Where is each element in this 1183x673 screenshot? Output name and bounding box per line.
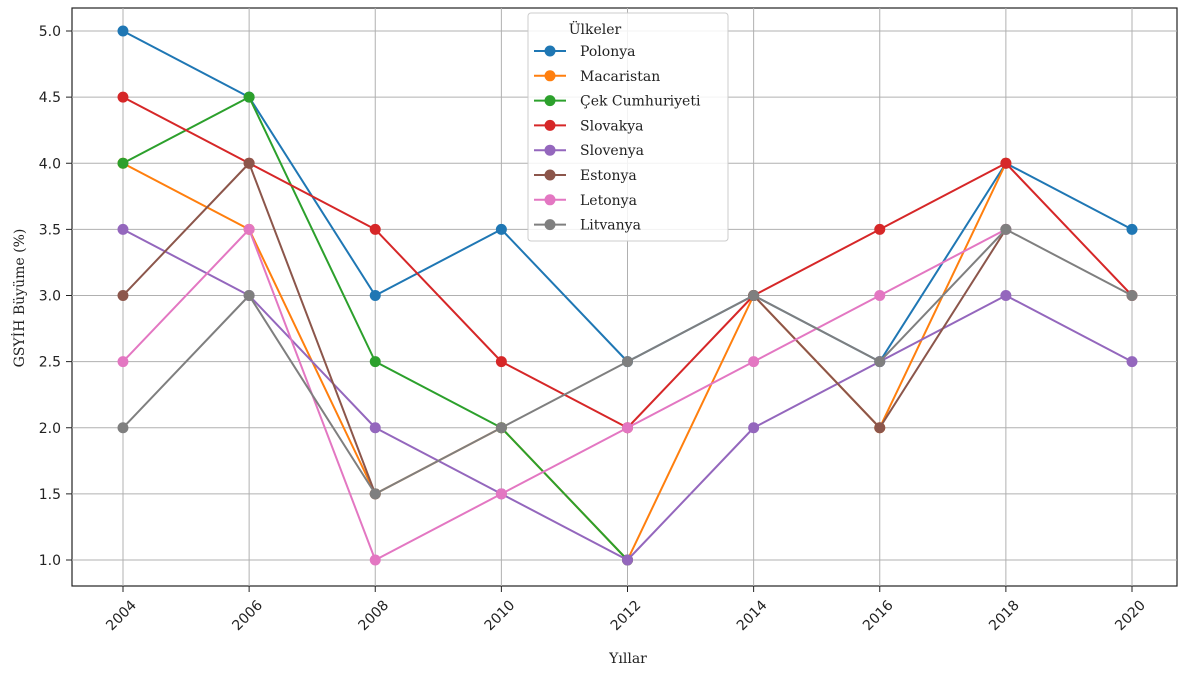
data-point	[1000, 290, 1012, 301]
y-tick-label: 1.5	[39, 487, 61, 503]
data-point	[1126, 356, 1138, 368]
x-tick-label: 2016	[860, 597, 897, 634]
data-point	[369, 554, 381, 566]
legend-label: Slovakya	[580, 118, 644, 134]
legend: Ülkeler Polonya Macaristan Çek Cumhuriyeti…	[527, 12, 729, 242]
data-point	[117, 422, 129, 434]
x-axis-ticks: 2004 2006 2008 2010 2012 2014 2016 2018 2020	[103, 586, 1149, 634]
data-point	[243, 157, 255, 169]
legend-marker	[544, 144, 556, 156]
y-tick-label: 2.0	[39, 421, 61, 437]
legend-marker	[544, 194, 556, 206]
y-axis-title: GSYİH Büyüme (%)	[10, 229, 28, 368]
legend-marker	[544, 95, 556, 107]
data-point	[748, 422, 760, 434]
x-tick-label: 2020	[1112, 598, 1149, 635]
data-point	[748, 356, 760, 368]
data-point	[874, 290, 886, 301]
data-point	[874, 223, 886, 235]
x-tick-label: 2008	[356, 598, 393, 635]
y-tick-label: 3.5	[39, 222, 61, 238]
data-point	[874, 356, 886, 368]
y-tick-label: 3.0	[39, 289, 61, 305]
legend-label: Çek Cumhuriyeti	[580, 94, 701, 110]
data-point	[117, 356, 129, 368]
y-tick-label: 1.0	[39, 553, 61, 569]
data-point	[117, 91, 129, 103]
x-tick-label: 2014	[734, 597, 771, 634]
legend-marker	[544, 219, 556, 231]
data-point	[1126, 290, 1138, 301]
data-point	[1000, 223, 1012, 235]
legend-label: Letonya	[580, 193, 637, 209]
y-tick-label: 2.5	[39, 355, 61, 371]
data-point	[117, 25, 129, 37]
y-tick-label: 4.0	[39, 156, 61, 172]
series-group	[117, 25, 1138, 566]
data-point	[369, 290, 381, 301]
series-7	[117, 223, 1138, 500]
data-point	[369, 422, 381, 434]
y-tick-label: 4.5	[39, 90, 61, 106]
legend-label: Polonya	[580, 44, 635, 60]
data-point	[622, 554, 633, 566]
data-point	[622, 422, 633, 434]
data-point	[369, 488, 381, 500]
data-point	[1126, 223, 1138, 235]
legend-label: Litvanya	[580, 218, 641, 234]
data-point	[117, 290, 129, 301]
data-point	[117, 157, 129, 169]
data-point	[117, 223, 129, 235]
data-point	[495, 356, 507, 368]
legend-box	[527, 12, 729, 242]
legend-title: Ülkeler	[569, 20, 622, 38]
data-point	[369, 223, 381, 235]
data-point	[243, 223, 255, 235]
legend-items: Polonya Macaristan Çek Cumhuriyeti Slovakya…	[534, 44, 701, 234]
data-point	[369, 356, 381, 368]
x-tick-label: 2004	[103, 597, 140, 634]
data-point	[243, 91, 255, 103]
data-point	[874, 422, 886, 434]
data-point	[243, 290, 255, 301]
legend-label: Slovenya	[580, 143, 644, 159]
legend-marker	[544, 169, 556, 181]
legend-marker	[544, 45, 556, 57]
x-tick-label: 2018	[986, 598, 1023, 635]
legend-label: Estonya	[580, 168, 637, 184]
y-axis-ticks: 1.0 1.5 2.0 2.5 3.0 3.5 4.0 4.5 5.0	[39, 24, 72, 569]
x-axis-title: Yıllar	[608, 651, 647, 667]
legend-marker	[544, 70, 556, 82]
data-point	[748, 290, 760, 301]
legend-marker	[544, 119, 556, 131]
series-line	[122, 228, 1007, 561]
x-tick-label: 2010	[482, 598, 519, 635]
data-point	[495, 422, 507, 434]
data-point	[1000, 157, 1012, 169]
data-point	[622, 356, 633, 368]
legend-label: Macaristan	[580, 69, 660, 85]
data-point	[495, 488, 507, 500]
data-point	[495, 223, 507, 235]
y-tick-label: 5.0	[39, 24, 61, 40]
x-tick-label: 2012	[608, 598, 645, 635]
x-tick-label: 2006	[229, 597, 266, 634]
